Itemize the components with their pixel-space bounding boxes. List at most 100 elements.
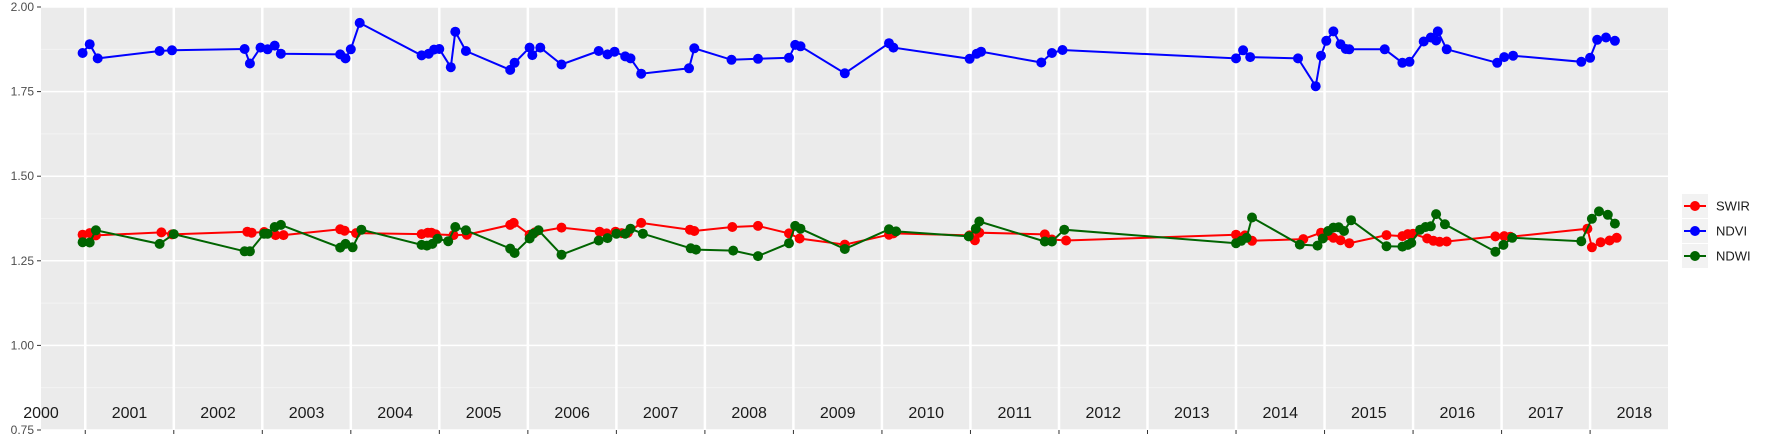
- data-point-ndvi: [1431, 35, 1442, 46]
- data-point-ndvi: [609, 46, 620, 57]
- data-point-swir: [753, 220, 763, 231]
- data-point-ndwi: [1439, 219, 1450, 230]
- data-point-swir: [1490, 231, 1501, 242]
- data-point-ndvi: [1057, 45, 1068, 55]
- y-tick-label: 1.75: [11, 85, 35, 99]
- data-point-ndvi: [888, 42, 899, 53]
- data-point-ndvi: [1492, 57, 1503, 68]
- data-point-ndvi: [445, 62, 456, 73]
- data-point-ndvi: [1592, 34, 1603, 45]
- data-point-ndwi: [1317, 233, 1328, 244]
- year-label: 2005: [466, 405, 502, 422]
- data-point-ndwi: [1346, 215, 1357, 226]
- data-point-ndwi: [432, 233, 443, 244]
- series-ndvi: [77, 17, 1620, 92]
- data-point-ndwi: [1602, 209, 1613, 220]
- data-point-ndwi: [593, 235, 604, 246]
- data-point-swir: [1061, 235, 1072, 246]
- data-point-swir: [156, 227, 167, 238]
- data-point-ndvi: [625, 53, 636, 64]
- data-point-ndvi: [1328, 26, 1339, 37]
- data-point-ndwi: [1609, 218, 1620, 229]
- data-point-ndvi: [535, 42, 546, 53]
- data-point-ndvi: [795, 41, 806, 52]
- data-point-ndwi: [275, 219, 286, 230]
- data-point-ndvi: [275, 48, 286, 59]
- data-point-ndvi: [167, 45, 177, 56]
- data-point-ndwi: [1406, 237, 1417, 248]
- data-point-ndvi: [1321, 35, 1332, 46]
- data-point-ndvi: [340, 53, 351, 64]
- data-point-ndvi: [1585, 52, 1596, 63]
- year-label: 2011: [998, 405, 1033, 422]
- data-point-ndwi: [1339, 226, 1349, 236]
- data-point-swir: [278, 230, 289, 241]
- data-point-ndvi: [1576, 56, 1587, 67]
- data-point-ndvi: [1499, 52, 1510, 63]
- data-point-ndvi: [684, 63, 694, 74]
- series-line-swir: [82, 221, 1618, 249]
- data-point-ndwi: [1039, 236, 1050, 247]
- data-point-ndvi: [636, 68, 647, 79]
- data-point-ndwi: [443, 236, 454, 247]
- y-tick-label: 2.00: [11, 0, 35, 14]
- data-point-ndwi: [84, 237, 95, 248]
- data-point-ndvi: [450, 26, 461, 37]
- year-label: 2007: [643, 405, 679, 422]
- data-point-ndwi: [533, 225, 544, 236]
- data-point-ndvi: [527, 50, 538, 61]
- data-point-ndvi: [1036, 57, 1047, 68]
- year-label: 2017: [1528, 405, 1564, 422]
- y-tick-label: 1.50: [11, 169, 35, 183]
- data-point-ndvi: [689, 43, 700, 54]
- data-point-ndvi: [593, 46, 604, 56]
- data-point-ndvi: [1344, 44, 1355, 55]
- data-point-ndvi: [524, 42, 535, 53]
- data-point-ndvi: [239, 44, 250, 54]
- data-point-ndvi: [1508, 50, 1519, 61]
- data-point-ndvi: [726, 54, 737, 65]
- data-point-ndvi: [1432, 26, 1443, 37]
- year-label: 2008: [731, 405, 767, 422]
- data-point-ndwi: [1312, 240, 1323, 251]
- data-point-ndvi: [345, 44, 356, 55]
- year-label: 2018: [1617, 405, 1653, 422]
- data-point-ndwi: [1431, 209, 1442, 220]
- data-point-ndvi: [964, 53, 975, 64]
- legend-label-ndvi: NDVI: [1716, 224, 1747, 239]
- data-point-ndvi: [1609, 35, 1620, 46]
- data-point-ndwi: [556, 249, 567, 260]
- data-point-swir: [270, 230, 281, 241]
- data-point-ndvi: [784, 52, 794, 63]
- year-label: 2002: [200, 405, 236, 422]
- data-point-ndwi: [728, 245, 739, 256]
- data-point-swir: [1039, 229, 1050, 240]
- data-point-swir: [727, 222, 738, 232]
- data-point-ndwi: [1241, 232, 1252, 243]
- data-point-ndvi: [1231, 53, 1241, 64]
- data-point-ndwi: [753, 251, 763, 262]
- data-point-ndwi: [1294, 239, 1305, 250]
- data-point-swir: [1586, 242, 1597, 253]
- year-label: 2012: [1085, 405, 1121, 422]
- data-point-ndvi: [154, 46, 165, 56]
- data-point-ndwi: [347, 242, 358, 253]
- year-label: 2009: [820, 405, 856, 422]
- data-point-swir: [556, 222, 567, 233]
- data-point-ndvi: [1310, 81, 1321, 92]
- series-ndwi: [77, 206, 1620, 262]
- data-point-ndwi: [963, 231, 974, 242]
- data-point-swir: [339, 225, 350, 236]
- legend-label-swir: SWIR: [1716, 199, 1750, 214]
- data-point-ndwi: [1425, 221, 1436, 232]
- data-point-ndwi: [691, 244, 701, 255]
- year-label: 2010: [908, 405, 944, 422]
- grid-lines: [41, 6, 1668, 431]
- year-label: 2004: [377, 405, 413, 422]
- data-point-ndvi: [1601, 32, 1611, 43]
- data-point-ndvi: [753, 53, 763, 64]
- data-point-ndwi: [1586, 213, 1597, 224]
- data-point-ndvi: [1245, 52, 1256, 63]
- data-point-ndvi: [1404, 56, 1415, 67]
